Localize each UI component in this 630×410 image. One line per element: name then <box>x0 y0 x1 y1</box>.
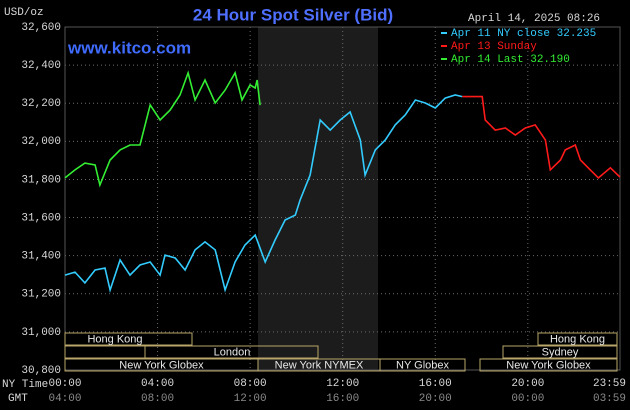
y-tick-label: 32,600 <box>21 22 61 34</box>
chart-title: 24 Hour Spot Silver (Bid) <box>193 5 393 24</box>
nymex-shade <box>258 27 378 370</box>
x-tick-label: 20:00 <box>511 378 544 390</box>
session-label: NY Globex <box>396 359 449 371</box>
x-gmt-label: 20:00 <box>419 393 452 405</box>
y-tick-label: 31,000 <box>21 327 61 339</box>
watermark: www.kitco.com <box>67 38 191 57</box>
y-axis-label: USD/oz <box>4 7 44 19</box>
y-tick-label: 31,800 <box>21 174 61 186</box>
plot-frame <box>64 26 621 371</box>
session-label: Sydney <box>542 346 579 358</box>
session-label: Hong Kong <box>550 333 605 345</box>
session-box <box>479 358 618 372</box>
y-tick-label: 32,000 <box>21 136 61 148</box>
session-label: London <box>214 346 251 358</box>
series-line <box>64 70 261 188</box>
session-box <box>144 345 319 359</box>
y-tick-label: 31,400 <box>21 251 61 263</box>
x-gmt-label: 08:00 <box>141 393 174 405</box>
x-tick-label: 08:00 <box>234 378 267 390</box>
series-line <box>64 94 463 293</box>
y-tick-label: 30,800 <box>21 365 61 377</box>
x-row-label: GMT <box>8 393 28 405</box>
legend-label: Apr 14 Last 32.190 <box>451 54 570 66</box>
session-box <box>502 345 618 359</box>
x-gmt-label: 00:00 <box>511 393 544 405</box>
session-label: New York Globex <box>506 359 591 371</box>
legend-label: Apr 11 NY close 32.235 <box>451 28 596 40</box>
session-box <box>537 332 618 346</box>
x-tick-label: 23:59 <box>593 378 626 390</box>
session-label: New York NYMEX <box>275 359 364 371</box>
session-box <box>64 332 193 346</box>
x-tick-label: 00:00 <box>48 378 81 390</box>
x-gmt-label: 04:00 <box>48 393 81 405</box>
timestamp: April 14, 2025 08:26 <box>468 13 600 25</box>
x-gmt-label: 03:59 <box>593 393 626 405</box>
x-tick-label: 04:00 <box>141 378 174 390</box>
x-gmt-label: 12:00 <box>234 393 267 405</box>
x-gmt-label: 16:00 <box>326 393 359 405</box>
legend-label: Apr 13 Sunday <box>451 41 537 53</box>
x-row-label: NY Time <box>2 379 48 391</box>
x-tick-label: 16:00 <box>419 378 452 390</box>
session-label: New York Globex <box>119 359 204 371</box>
x-tick-label: 12:00 <box>326 378 359 390</box>
y-tick-label: 32,400 <box>21 60 61 72</box>
y-tick-label: 31,600 <box>21 212 61 224</box>
session-box <box>379 358 466 372</box>
session-label: Hong Kong <box>87 333 142 345</box>
y-tick-label: 31,200 <box>21 289 61 301</box>
y-tick-label: 32,200 <box>21 98 61 110</box>
series-line <box>462 95 621 179</box>
